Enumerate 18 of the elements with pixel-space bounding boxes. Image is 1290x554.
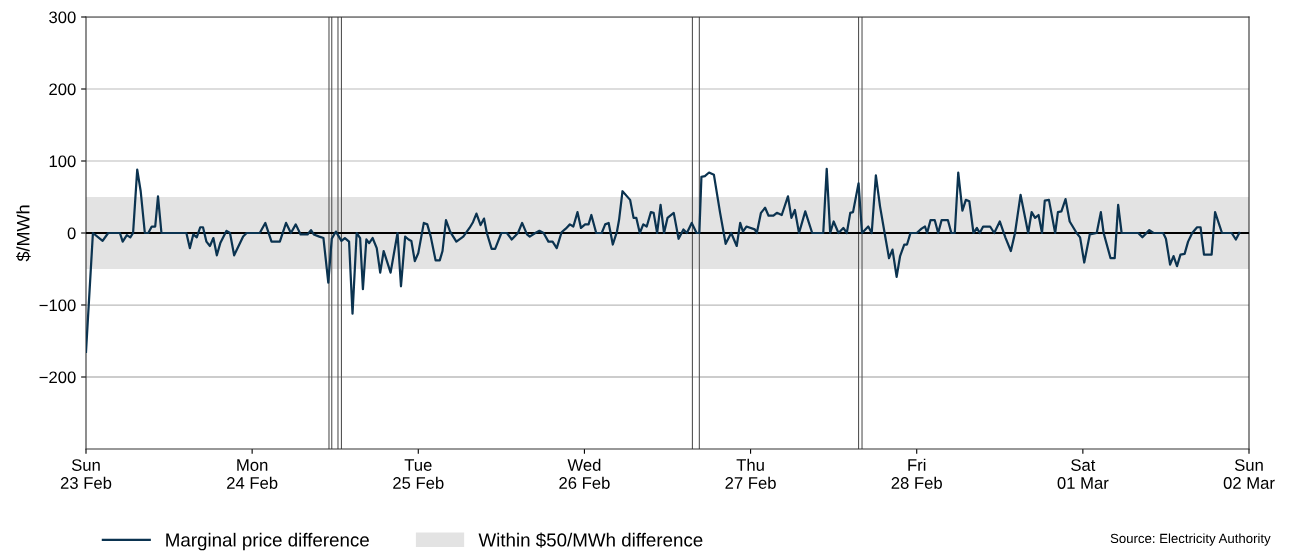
x-tick-label: Sun 23 Feb <box>60 459 112 489</box>
y-tick-label: 200 <box>49 83 76 96</box>
y-tick-label: −100 <box>39 299 76 312</box>
x-tick-label: Mon 24 Feb <box>227 459 278 489</box>
x-tick-label: Tue 25 Feb <box>393 459 444 489</box>
x-tick-label: Sat 01 Mar <box>1057 459 1109 489</box>
y-tick-label: −200 <box>39 371 76 384</box>
y-tick-label: 100 <box>49 155 76 168</box>
y-tick-label: 0 <box>67 227 76 240</box>
x-tick-label: Sun 02 Mar <box>1223 459 1275 489</box>
y-tick-label: 300 <box>49 11 76 24</box>
x-tick-label: Wed 26 Feb <box>559 458 610 489</box>
y-axis-title: $/MWh <box>16 205 31 262</box>
x-tick-label: Fri 28 Feb <box>891 458 942 489</box>
legend-label: Within $50/MWh difference <box>478 532 703 548</box>
legend-label: Marginal price difference <box>166 532 369 551</box>
source-note: Source: Electricity Authority <box>1110 533 1271 546</box>
x-tick-label: Thu 27 Feb <box>725 458 776 489</box>
